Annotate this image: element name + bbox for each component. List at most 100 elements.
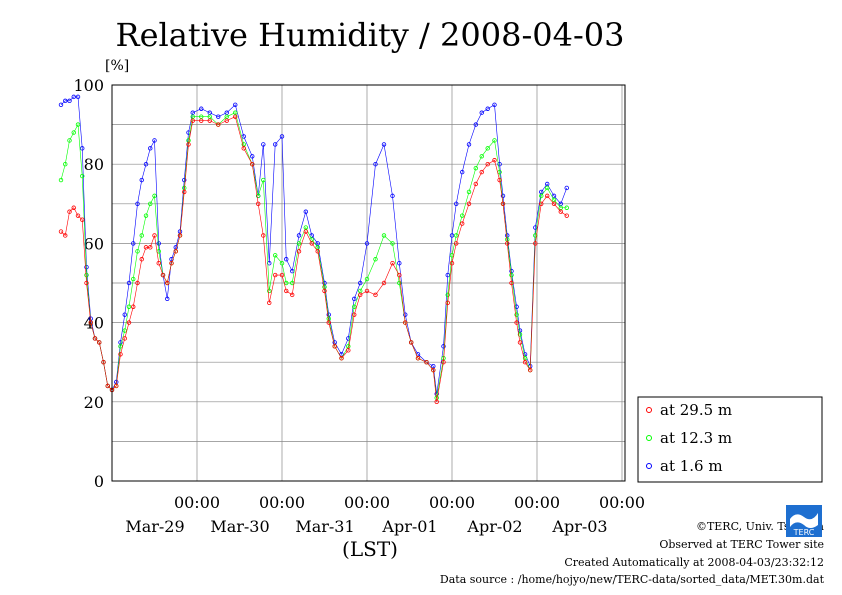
data-point [135,201,140,206]
data-point [186,142,191,147]
data-point [454,241,459,246]
data-point [216,114,221,119]
logo-text: TERC [793,528,815,537]
data-point [339,356,344,361]
data-point [509,280,514,286]
data-point [364,241,370,246]
data-point [479,110,484,115]
data-point [373,257,378,262]
data-point [143,213,149,218]
data-point [139,177,144,183]
data-point [296,249,302,254]
data-point [358,292,363,298]
data-point [101,360,106,365]
data-point [403,312,408,317]
data-point [445,292,450,298]
data-point [131,304,136,309]
data-point [80,217,85,222]
legend-box [637,396,823,483]
data-point [261,233,266,238]
credit-source: Data source : /home/hojyo/new/TERC-data/… [439,573,824,586]
data-point [169,261,174,266]
data-point [182,177,187,183]
data-point [199,106,204,111]
data-point [58,102,64,107]
legend-marker [646,463,652,469]
data-point [346,348,351,353]
data-point [126,320,132,325]
data-point [143,245,149,250]
x-tick-date: Apr-02 [466,517,522,536]
data-point [390,261,395,266]
data-point [199,118,204,123]
data-point [373,292,378,298]
data-point [309,241,314,246]
data-point [517,340,523,345]
data-point [473,181,478,187]
chart-ticks: 0 20 40 60 80 100 00:00 Mar-29 00:00 Mar-30 00:00 M… [73,76,645,536]
data-point [233,114,238,119]
chart-legend: at 29.5 m at 12.3 m at 1.6 m [637,396,823,483]
data-point [216,122,221,127]
data-point [364,288,370,294]
data-point [466,201,472,206]
data-point [139,257,144,262]
data-point [445,300,450,305]
x-tick-date: Mar-31 [295,517,354,536]
data-point [207,118,212,123]
series-line [60,116,567,402]
data-point [381,280,387,286]
series-line [60,112,567,398]
data-point [122,336,127,341]
data-point [390,241,395,246]
data-point [460,213,465,218]
data-point [173,249,178,254]
data-point [564,213,569,218]
data-point [514,320,519,325]
x-tick-time: 00:00 [344,493,390,512]
data-point [273,142,278,147]
y-tick-label: 40 [84,314,104,333]
credit-created: Created Automatically at 2008-04-03/23:3… [564,556,824,569]
data-point [485,106,490,111]
x-axis-label: (LST) [342,537,398,561]
y-axis-label: [%] [105,58,129,74]
data-point [250,154,255,159]
data-point [533,241,538,246]
data-point [58,229,64,234]
data-point [122,328,127,333]
data-point [284,288,289,294]
data-point [71,130,76,135]
data-point [97,340,102,345]
legend-label: at 12.3 m [660,429,732,447]
data-point [63,233,68,238]
data-point [58,177,64,183]
legend-marker [646,407,652,413]
data-point [63,161,68,167]
y-tick-label: 80 [84,155,104,174]
data-point [373,161,378,167]
data-point [75,94,81,100]
data-point [165,296,170,302]
data-point [441,344,446,349]
data-point [364,276,370,282]
data-point [431,367,436,373]
data-point [497,177,502,183]
data-point [267,261,272,266]
series-2 [58,94,569,397]
data-point [500,193,506,199]
data-point [241,134,246,139]
data-point [303,209,308,214]
data-point [449,261,455,266]
data-point [303,229,308,234]
data-point [84,280,89,286]
data-point [533,225,538,230]
data-point [152,138,157,143]
data-point [190,118,195,123]
data-point [105,383,110,389]
data-point [131,241,136,246]
data-point [528,367,533,373]
data-point [75,213,81,218]
data-point [148,245,153,250]
